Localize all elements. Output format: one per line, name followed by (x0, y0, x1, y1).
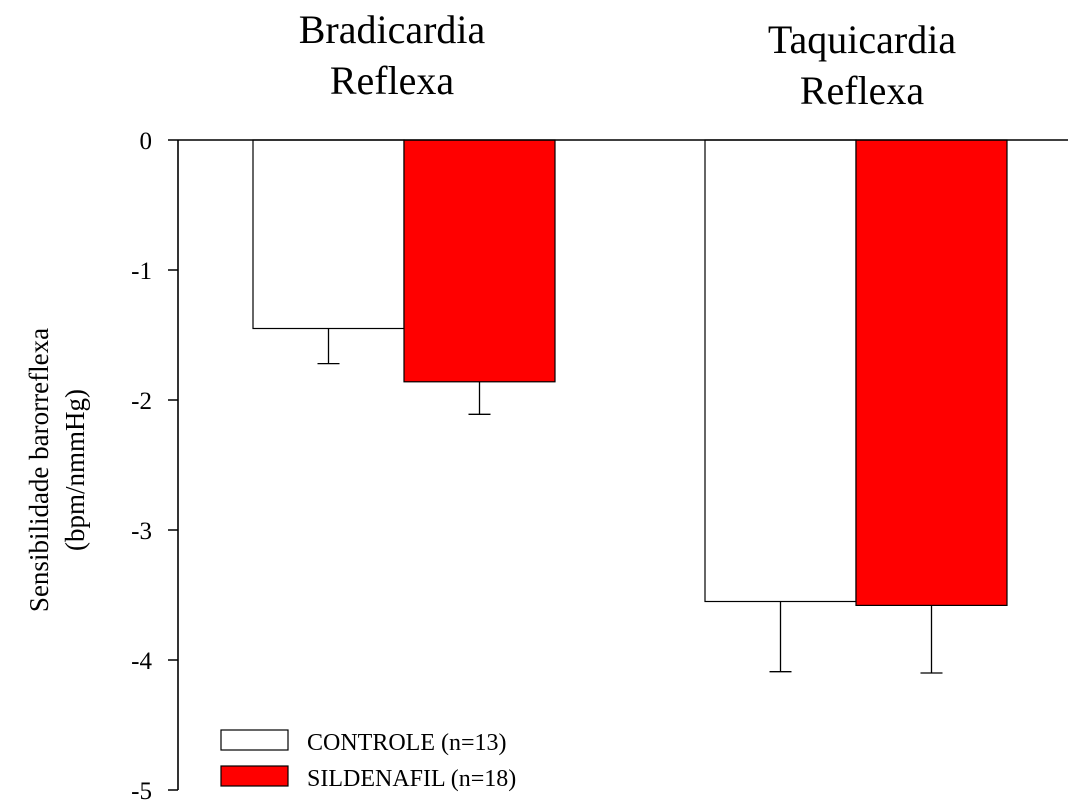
legend-label: CONTROLE (n=13) (307, 730, 507, 756)
y-tick-label: -4 (131, 648, 152, 675)
y-tick-label: -3 (131, 518, 152, 545)
category-label: Reflexa (800, 68, 925, 113)
bar-controle-bradicardia (252, 139, 405, 330)
y-tick-label: -1 (131, 258, 152, 285)
y-axis-label: (bpm/nmmHg) (60, 389, 90, 551)
bar-controle-taquicardia (704, 139, 857, 603)
category-label: Reflexa (330, 58, 455, 103)
bar-sildenafil-bradicardia (403, 139, 556, 383)
y-tick-label: -2 (131, 388, 152, 415)
y-tick-label: -5 (131, 778, 152, 805)
category-label: Taquicardia (768, 17, 956, 62)
legend-label: SILDENAFIL (n=18) (307, 766, 516, 792)
category-label: Bradicardia (299, 7, 486, 52)
y-tick-label: 0 (140, 128, 153, 155)
legend-swatch (220, 765, 289, 787)
legend-swatch (220, 729, 289, 751)
bar-sildenafil-taquicardia (855, 139, 1008, 606)
plot-area: 0 -1 -2 -3 -4 -5 Sensibilidade barorreflexa (bp… (24, 7, 1068, 805)
y-axis-label: Sensibilidade barorreflexa (24, 328, 54, 612)
